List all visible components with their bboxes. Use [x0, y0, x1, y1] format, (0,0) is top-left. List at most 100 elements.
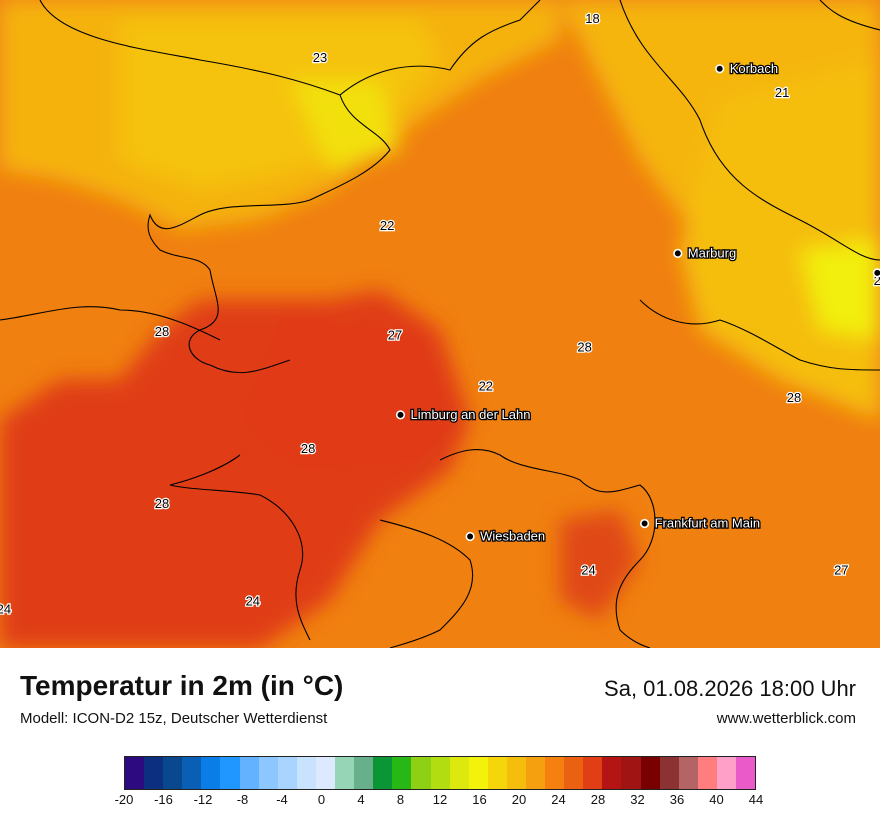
legend-swatch: [583, 757, 603, 789]
temperature-value-label: 27: [834, 562, 848, 577]
temperature-value-label: 27: [388, 328, 402, 343]
legend-swatch: [411, 757, 431, 789]
legend-tick-label: -12: [193, 792, 213, 807]
legend-swatch: [277, 757, 297, 789]
border-bavaria: [439, 449, 656, 648]
legend-swatch: [354, 757, 374, 789]
temperature-value-label: 22: [380, 218, 394, 233]
legend-swatch: [220, 757, 240, 789]
legend-tick-label: 44: [748, 792, 764, 807]
legend-tick-label: 16: [472, 792, 487, 807]
website-link[interactable]: www.wetterblick.com: [716, 710, 856, 727]
warm-southeast: [560, 510, 640, 620]
border-northeast: [819, 0, 880, 31]
city-dot: [715, 64, 725, 74]
legend-swatch: [487, 757, 507, 789]
temperature-value-label: 28: [155, 496, 169, 511]
legend-tick-label: -20: [114, 792, 134, 807]
legend-swatch: [506, 757, 526, 789]
yellow-spot-east: [800, 240, 880, 340]
legend-swatch: [163, 757, 183, 789]
city-dot: [395, 410, 406, 420]
city-markers: KasselKorbachMarburgAlsfeldBad HersfeldF…: [395, 60, 880, 545]
city-label: Frankfurt am Main: [655, 516, 760, 531]
legend-tick-label: 8: [396, 792, 405, 807]
legend-swatch: [468, 757, 488, 789]
legend-tick-label: 28: [590, 792, 606, 807]
legend-swatch: [296, 757, 316, 789]
model-source: Modell: ICON-D2 15z, Deutscher Wetterdie…: [20, 710, 328, 727]
legend-tick-label: 40: [709, 792, 724, 807]
legend-swatch: [640, 757, 660, 789]
border-north: [39, 0, 541, 96]
temperature-value-label: 23: [313, 50, 327, 65]
legend-swatch: [621, 757, 641, 789]
legend-tick-label: 0: [317, 792, 326, 807]
legend-swatch: [335, 757, 355, 789]
legend-swatch: [373, 757, 393, 789]
temperature-field: [0, 0, 880, 648]
legend-swatch: [125, 757, 145, 789]
legend-tick-label: -4: [276, 792, 288, 807]
city-dot: [465, 531, 475, 542]
temperature-value-label: 21: [874, 273, 880, 288]
legend-tick-label: 4: [357, 792, 365, 807]
map-footer: [0, 648, 880, 830]
legend-swatch: [449, 757, 469, 789]
temperature-value-label: 18: [585, 11, 599, 26]
legend-swatch: [659, 757, 679, 789]
legend-swatch: [430, 757, 450, 789]
border-east: [619, 0, 880, 261]
temperature-value-label: 24: [0, 601, 11, 616]
temperature-value-label: 24: [581, 562, 595, 577]
state-borders: [0, 0, 880, 648]
warm-core-2: [240, 320, 460, 470]
legend-tick-label: 36: [669, 792, 685, 807]
legend-swatch: [602, 757, 622, 789]
legend-swatch: [182, 757, 202, 789]
legend-swatch: [678, 757, 698, 789]
temperature-value-label: 22: [479, 379, 493, 394]
border-thuringia: [639, 299, 880, 371]
forecast-datetime: Sa, 01.08.2026 18:00 Uhr: [604, 676, 856, 701]
legend-swatch: [258, 757, 278, 789]
legend-swatch: [201, 757, 221, 789]
legend-tick-label: 32: [630, 792, 645, 807]
city-dot: [872, 268, 880, 278]
cool-zone-northwest: [120, 20, 440, 190]
border-korbach: [147, 94, 391, 374]
legend-swatch: [716, 757, 736, 789]
legend-tick-label: -8: [236, 792, 249, 807]
temperature-value-label: 24: [246, 594, 260, 609]
temperature-value-label: 28: [787, 390, 801, 405]
legend-tick-label: 20: [511, 792, 527, 807]
legend-swatch: [736, 757, 756, 789]
legend-swatch: [697, 757, 717, 789]
map-title: Temperatur in 2m (in °C): [20, 670, 344, 701]
city-label: Limburg an der Lahn: [411, 407, 531, 422]
legend-swatch: [525, 757, 546, 789]
border-west-south: [0, 306, 221, 341]
legend-tick-label: -16: [154, 792, 173, 807]
temperature-value-label: 21: [775, 85, 789, 100]
legend-swatch: [144, 757, 164, 789]
city-label: Korbach: [730, 61, 778, 76]
city-dot: [639, 518, 650, 529]
legend-tick-label: 12: [432, 792, 448, 807]
temperature-labels: 2423252323232524182423242121242721221620…: [0, 10, 880, 618]
border-main: [379, 519, 474, 648]
legend-ticks: -20 -16 -12 -8 -4 0 4 8 12 16 20 24 28 32 36 40 44: [115, 792, 764, 812]
temperature-value-label: 28: [155, 324, 169, 339]
legend-swatch: [392, 757, 412, 789]
legend-swatch: [239, 757, 259, 789]
temperature-map: 2423252323232524182423242121242721221620…: [0, 0, 880, 648]
city-label: Wiesbaden: [480, 529, 545, 544]
legend-swatch: [315, 757, 336, 789]
temperature-value-label: 28: [301, 441, 315, 456]
yellow-spot-north: [290, 80, 400, 170]
legend-swatch: [564, 757, 584, 789]
temperature-legend: [124, 756, 756, 790]
legend-tick-label: 24: [551, 792, 566, 807]
city-dot: [673, 248, 683, 258]
border-rhine: [169, 454, 311, 641]
